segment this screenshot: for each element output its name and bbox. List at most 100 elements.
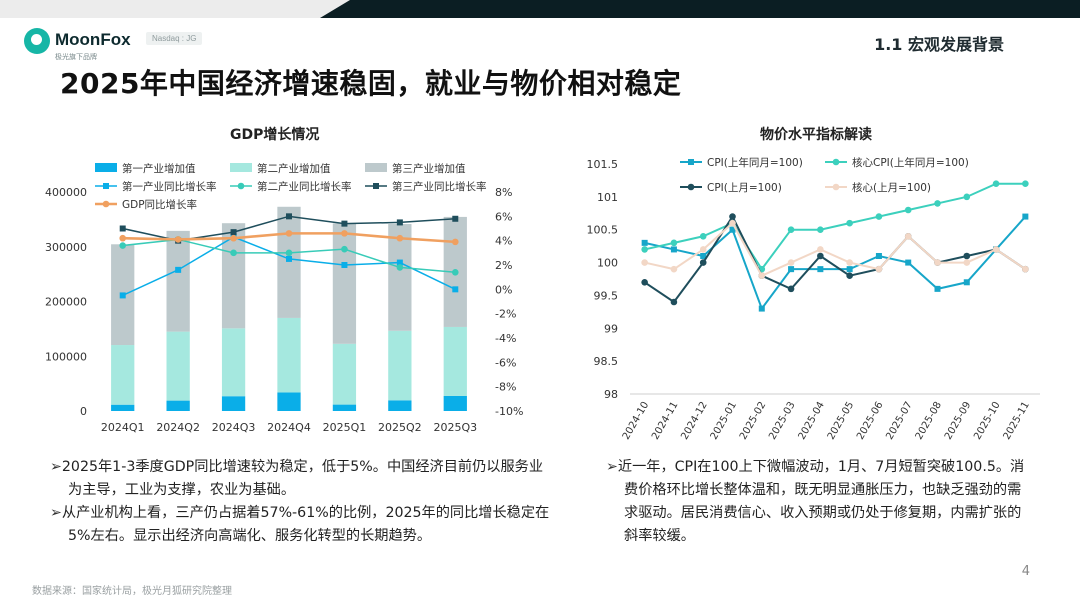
gdp-bar-segment bbox=[332, 404, 357, 411]
gdp-bar-segment bbox=[443, 326, 467, 396]
gdp-line-point bbox=[396, 259, 403, 266]
gdp-line-point bbox=[341, 245, 348, 253]
gdp-legend-label: 第二产业增加值 bbox=[257, 162, 331, 175]
gdp-line-point bbox=[119, 242, 127, 249]
gdp-line-point bbox=[341, 230, 348, 237]
gdp-y-tick-label: 300000 bbox=[45, 241, 87, 254]
gdp-line-point bbox=[174, 236, 182, 243]
gdp-bar-segment bbox=[221, 223, 246, 329]
moonfox-logo-icon bbox=[24, 28, 50, 54]
data-source: 数据来源：国家统计局，极光月狐研究院整理 bbox=[32, 586, 232, 597]
gdp-bar-segment bbox=[221, 396, 246, 411]
gdp-x-tick-label: 2024Q1 bbox=[101, 421, 145, 434]
price-y-tick-label: 98 bbox=[604, 388, 618, 401]
gdp-legend-marker bbox=[237, 182, 245, 190]
price-y-tick-label: 98.5 bbox=[594, 355, 619, 368]
gdp-line-point bbox=[119, 234, 127, 242]
price-line-point bbox=[670, 298, 678, 306]
price-x-tick-label: 2025-09 bbox=[943, 400, 973, 442]
price-line-point bbox=[700, 253, 707, 259]
price-x-tick-label: 2025-07 bbox=[884, 400, 914, 442]
price-line-point bbox=[787, 285, 795, 293]
price-line-point bbox=[788, 266, 795, 273]
price-line-point bbox=[904, 206, 912, 214]
gdp-y2-tick-label: -10% bbox=[495, 405, 523, 418]
price-line-series bbox=[644, 221, 1026, 278]
price-y-tick-label: 100 bbox=[597, 257, 618, 270]
price-x-tick-label: 2025-08 bbox=[914, 400, 944, 442]
price-y-tick-label: 100.5 bbox=[587, 224, 619, 237]
price-line-point bbox=[670, 265, 678, 273]
price-line-point bbox=[641, 246, 648, 253]
price-line-point bbox=[1022, 180, 1029, 188]
price-x-tick-label: 2024-11 bbox=[650, 400, 680, 442]
gdp-legend-marker bbox=[373, 183, 379, 189]
price-legend-label: CPI(上月=100) bbox=[707, 182, 782, 194]
price-line-point bbox=[699, 246, 707, 253]
price-line-point bbox=[1022, 213, 1029, 220]
gdp-y2-tick-label: -6% bbox=[495, 356, 516, 369]
price-line-point bbox=[699, 259, 707, 266]
gdp-y2-tick-label: 2% bbox=[495, 259, 512, 272]
price-line-point bbox=[875, 265, 883, 273]
price-line-point bbox=[963, 279, 970, 286]
price-line-point bbox=[963, 259, 971, 266]
gdp-line-point bbox=[396, 264, 404, 271]
price-line-point bbox=[729, 226, 736, 233]
bullet-arrow-icon: ➢ bbox=[50, 459, 62, 475]
gdp-bar-segment bbox=[277, 206, 301, 318]
gdp-y2-tick-label: -2% bbox=[495, 308, 516, 321]
gdp-line-point bbox=[451, 269, 459, 276]
gdp-y2-tick-label: 8% bbox=[495, 186, 512, 199]
gdp-bar-segment bbox=[111, 404, 135, 411]
price-x-tick-label: 2025-04 bbox=[797, 400, 827, 442]
price-line-point bbox=[817, 226, 824, 234]
gdp-legend-marker bbox=[103, 183, 109, 189]
price-line-point bbox=[699, 232, 707, 240]
price-chart-title: 物价水平指标解读 bbox=[760, 127, 872, 143]
gdp-bar-segment bbox=[111, 345, 135, 405]
price-line-point bbox=[934, 285, 941, 292]
price-line-point bbox=[992, 246, 1000, 253]
price-line-point bbox=[758, 305, 765, 312]
gdp-legend-label: 第三产业同比增长率 bbox=[392, 180, 487, 193]
gdp-line-point bbox=[230, 229, 237, 236]
gdp-y2-tick-label: -4% bbox=[495, 332, 516, 345]
gdp-y-tick-label: 200000 bbox=[45, 296, 87, 309]
price-line-point bbox=[1022, 265, 1029, 273]
price-line-point bbox=[641, 259, 648, 266]
gdp-legend-swatch bbox=[365, 163, 387, 172]
price-line-point bbox=[817, 252, 824, 260]
gdp-bar-segment bbox=[277, 317, 301, 393]
gdp-y-tick-label: 400000 bbox=[45, 186, 87, 199]
price-chart: 9898.59999.5100100.5101101.52024-102024-… bbox=[587, 156, 1040, 442]
price-line-point bbox=[729, 219, 736, 227]
brand-subtitle: 极光旗下品牌 bbox=[55, 53, 97, 61]
gdp-y2-tick-label: 6% bbox=[495, 210, 512, 223]
gdp-chart: 0 100000 200000 300000 400000 -10% -8% -6% -4% -2… bbox=[45, 162, 523, 434]
price-line-point bbox=[758, 272, 766, 280]
gdp-legend-label: 第一产业增加值 bbox=[122, 162, 196, 175]
gdp-legend-label: 第三产业增加值 bbox=[392, 162, 466, 175]
gdp-line-point bbox=[230, 249, 237, 257]
gdp-legend-label: GDP同比增长率 bbox=[122, 198, 197, 211]
price-line-point bbox=[641, 239, 648, 246]
price-line-point bbox=[787, 226, 795, 234]
gdp-bar-segment bbox=[166, 400, 190, 411]
gdp-bar-segment bbox=[166, 331, 190, 401]
gdp-x-tick-label: 2024Q2 bbox=[156, 421, 200, 434]
price-line-point bbox=[963, 252, 971, 260]
gdp-chart-title: GDP增长情况 bbox=[230, 127, 320, 143]
price-line-point bbox=[817, 246, 824, 253]
price-line-point bbox=[934, 200, 941, 207]
gdp-y-tick-label: 100000 bbox=[45, 350, 87, 363]
gdp-bar-segment bbox=[277, 392, 301, 411]
price-line-point bbox=[934, 259, 941, 266]
price-line-point bbox=[963, 193, 971, 201]
price-x-tick-label: 2025-03 bbox=[767, 400, 797, 442]
gdp-bar-segment bbox=[221, 328, 246, 397]
bullet-arrow-icon: ➢ bbox=[606, 459, 618, 475]
price-x-tick-label: 2025-06 bbox=[855, 400, 885, 442]
notes-left: ➢2025年1-3季度GDP同比增速较为稳定，低于5%。中国经济目前仍以服务业为… bbox=[50, 456, 550, 548]
gdp-line-point bbox=[119, 225, 126, 232]
